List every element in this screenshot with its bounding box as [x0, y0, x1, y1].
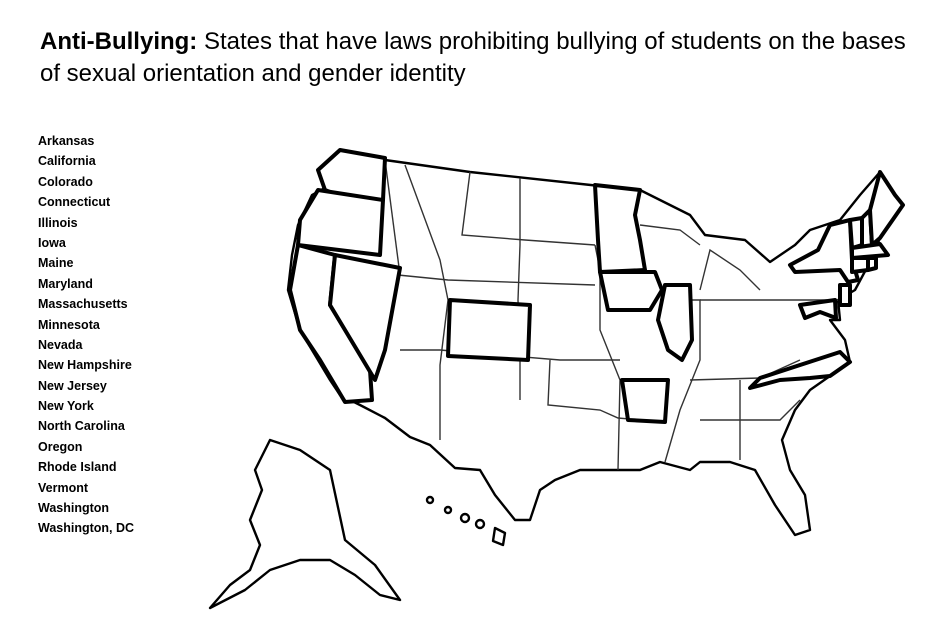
state-iowa — [598, 270, 664, 312]
title-lead: Anti-Bullying: — [40, 28, 198, 55]
legend-item-washington: Washington — [38, 501, 110, 516]
legend-item-maine: Maine — [38, 256, 74, 271]
state-maine — [868, 170, 905, 247]
legend-item-new-jersey: New Jersey — [38, 378, 107, 393]
legend-item-north-carolina: North Carolina — [38, 419, 125, 434]
legend-item-new-york: New York — [38, 399, 94, 414]
legend-item-nevada: Nevada — [38, 337, 83, 352]
state-maryland — [798, 298, 838, 320]
states-list: Arkansas California Colorado Connecticut… — [38, 131, 134, 539]
map-title: Anti-Bullying: States that have laws pro… — [40, 26, 920, 90]
legend-item-iowa: Iowa — [38, 235, 66, 250]
legend-item-new-hampshire: New Hampshire — [38, 358, 132, 373]
legend-item-arkansas: Arkansas — [38, 134, 95, 148]
state-arkansas — [620, 378, 670, 424]
legend-item-california: California — [38, 154, 96, 169]
state-new-jersey — [838, 283, 852, 307]
law-states — [288, 148, 905, 424]
legend-item-colorado: Colorado — [38, 174, 93, 189]
legend-item-vermont: Vermont — [38, 480, 89, 495]
state-illinois — [656, 283, 694, 362]
us-outline — [286, 148, 905, 537]
state-oregon — [296, 188, 385, 257]
state-new-york — [788, 218, 860, 284]
state-hawaii — [425, 495, 507, 547]
state-colorado — [446, 298, 532, 362]
state-rhode-island — [866, 256, 878, 272]
legend-item-minnesota: Minnesota — [38, 317, 100, 332]
legend-item-washington-dc: Washington, DC — [38, 521, 135, 536]
title-rest: States that have laws prohibiting bullyi… — [40, 28, 906, 87]
state-minnesota — [593, 183, 647, 274]
state-connecticut — [850, 256, 870, 274]
legend-item-oregon: Oregon — [38, 439, 83, 454]
state-north-carolina — [748, 350, 852, 390]
legend-item-connecticut: Connecticut — [38, 195, 111, 210]
legend-item-rhode-island: Rhode Island — [38, 460, 117, 475]
legend-item-maryland: Maryland — [38, 276, 93, 291]
state-nevada — [328, 253, 402, 382]
state-alaska — [208, 438, 402, 610]
legend-item-massachusetts: Massachusetts — [38, 297, 128, 312]
legend-item-illinois: Illinois — [38, 215, 78, 230]
state-massachusetts — [850, 242, 890, 260]
